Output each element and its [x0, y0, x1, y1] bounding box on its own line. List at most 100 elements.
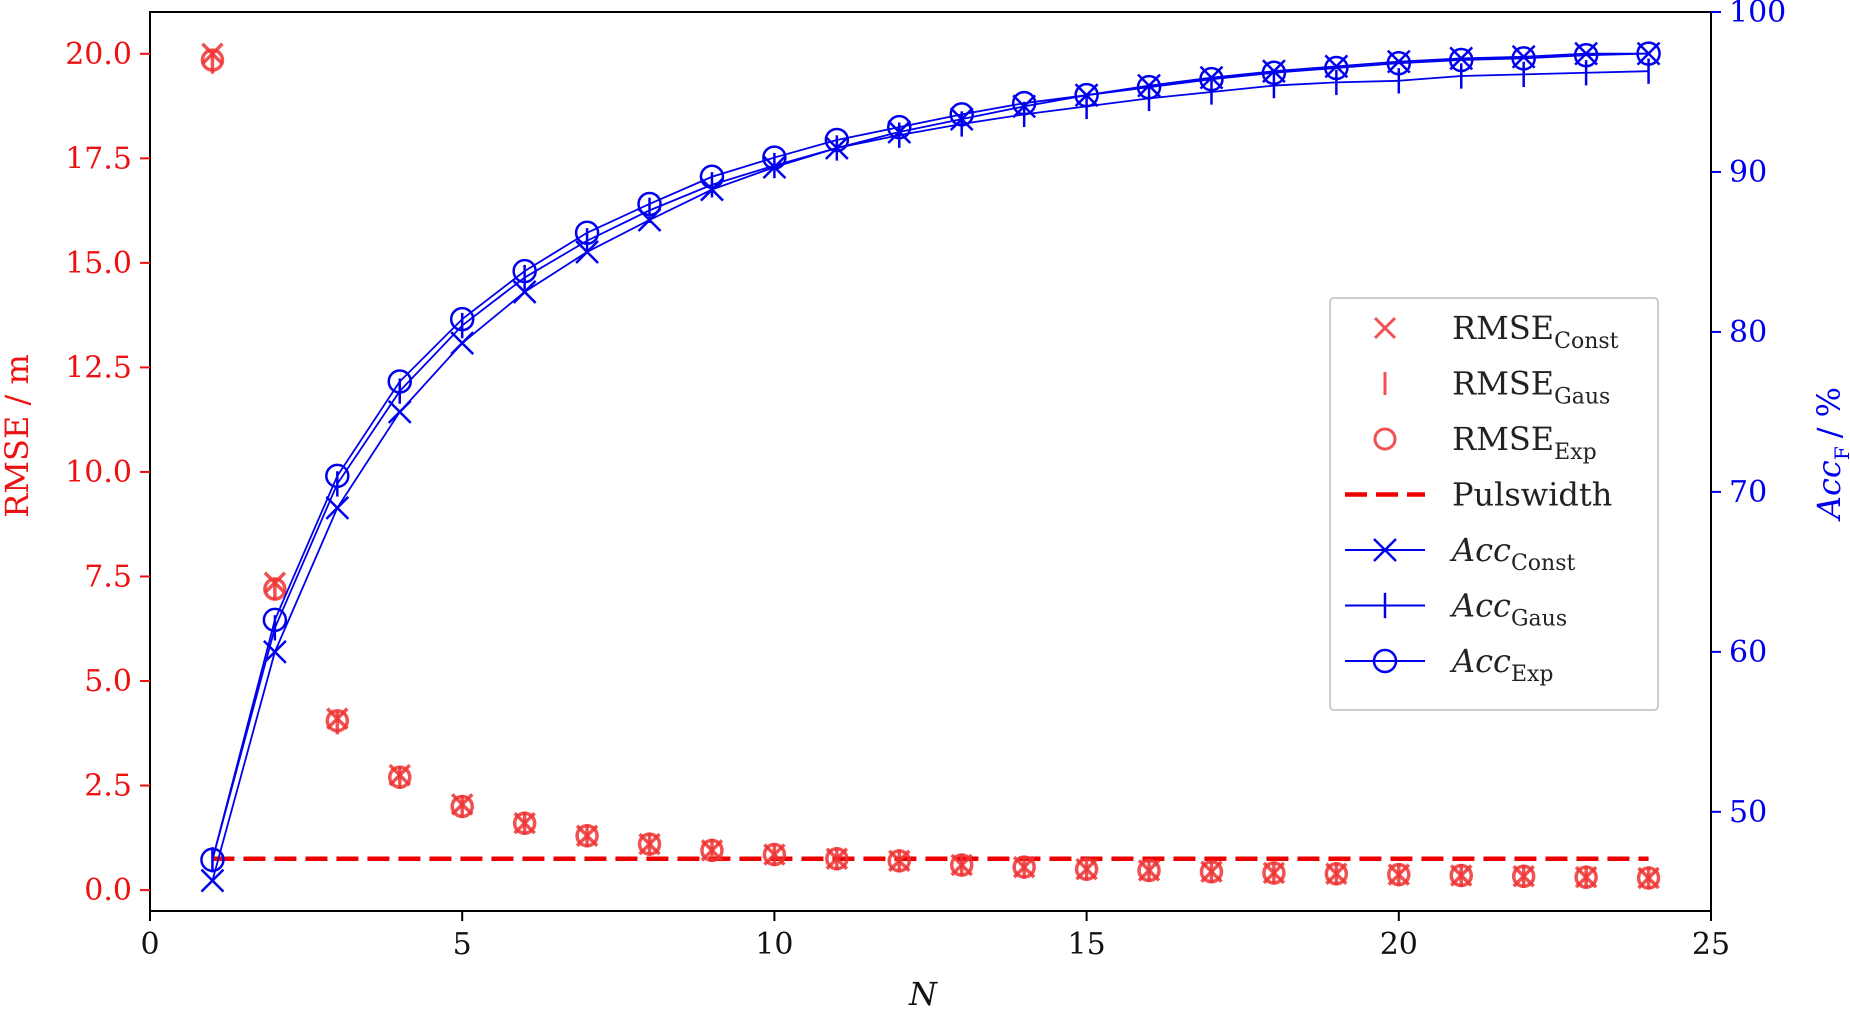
acc-exp-point [1386, 50, 1412, 76]
legend-entry: RMSEGaus [1383, 365, 1610, 410]
y-left-tick-label: 7.5 [84, 559, 132, 594]
legend-label-main: RMSE [1452, 420, 1554, 458]
rmse-exp-point-stroke [512, 811, 537, 835]
y-left-tick-label: 10.0 [65, 455, 132, 490]
acc-exp-point-stroke [1511, 46, 1536, 71]
legend-rmse-exp-symbol [1373, 427, 1397, 451]
rmse-exp-point [1262, 861, 1286, 885]
acc-exp-point [1324, 55, 1349, 81]
y-right-tick-label: 50 [1729, 795, 1767, 830]
legend-entry: AccConst [1345, 531, 1575, 576]
y-right-tick-label: 70 [1729, 475, 1767, 510]
acc-exp-point-stroke [887, 114, 912, 140]
rmse-exp-point-stroke [1511, 864, 1536, 889]
legend-acc-exp-symbol-stroke [1372, 648, 1398, 674]
rmse-exp-point [637, 832, 662, 856]
legend-label: RMSEConst [1452, 309, 1619, 354]
chart-marks [200, 41, 1661, 893]
acc-exp-point [449, 306, 475, 332]
y-left-tick-label: 17.5 [65, 141, 132, 176]
rmse-exp-point-stroke [700, 838, 724, 863]
acc-const-point [450, 331, 475, 356]
acc-exp-point-stroke [762, 145, 787, 170]
legend-label-sub: Const [1511, 551, 1576, 576]
acc-const-point-stroke [450, 331, 475, 356]
acc-exp-point-stroke [1199, 66, 1224, 92]
rmse-exp-point [1574, 865, 1598, 889]
acc-exp-point [1261, 60, 1287, 86]
rmse-exp-point [1074, 857, 1099, 881]
acc-exp-point-stroke [1136, 74, 1162, 100]
rmse-exp-point [1199, 859, 1224, 884]
rmse-exp-point [325, 708, 350, 733]
rmse-exp-point-stroke [949, 853, 974, 877]
x-tick-label: 15 [1068, 927, 1106, 962]
acc-exp-point-stroke [262, 607, 288, 633]
acc-exp-point-stroke [512, 258, 537, 284]
acc-exp-point [1511, 46, 1536, 71]
acc-const-point-stroke [512, 280, 537, 304]
y-axis-right-label-sub: F [1830, 446, 1850, 460]
rmse-exp-point-stroke [575, 823, 599, 848]
legend-label-main: Acc [1449, 587, 1511, 625]
legend-acc-const-symbol-stroke [1373, 538, 1397, 562]
acc-const-point [512, 280, 537, 304]
y-left-tick-label: 5.0 [84, 664, 132, 699]
acc-exp-point [387, 369, 413, 394]
acc-exp-point-stroke [387, 369, 413, 394]
rmse-exp-point-stroke [1137, 858, 1161, 883]
rmse-exp-point-stroke [1199, 859, 1224, 884]
acc-const-point-stroke [262, 639, 287, 664]
acc-exp-point [574, 220, 600, 246]
rmse-exp-point-stroke [1574, 865, 1598, 889]
y-left-tick-label: 12.5 [65, 350, 132, 385]
legend: RMSEConstRMSEGausRMSEExpPulswidthAccCons… [1329, 297, 1659, 711]
acc-exp-point [1011, 90, 1037, 116]
acc-exp-point-stroke [449, 306, 475, 332]
acc-exp-point-stroke [1636, 41, 1661, 66]
legend-label: RMSEGaus [1452, 365, 1610, 410]
y-axis-right-label: AccF / % [1810, 387, 1850, 522]
rmse-exp-point [388, 765, 412, 789]
rmse-exp-point [1387, 862, 1411, 887]
legend-acc-const-symbol [1373, 538, 1397, 562]
rmse-exp-point [1511, 864, 1536, 889]
rmse-exp-point [1449, 863, 1473, 888]
acc-exp-point-stroke [1448, 47, 1474, 73]
acc-exp-point [1448, 47, 1474, 73]
acc-exp-point-stroke [1261, 60, 1287, 86]
legend-entry: AccExp [1345, 642, 1554, 687]
legend-label: RMSEExp [1452, 420, 1597, 465]
legend-rmse-const-symbol-stroke [1373, 316, 1397, 340]
acc-exp-point [1199, 66, 1224, 92]
axis-ticks: 0 5 10 15 20 25 0.0 2.5 5.0 7.5 10.0 12.5 15.0 17.5 20… [65, 0, 1786, 962]
acc-exp-point-stroke [1573, 42, 1599, 68]
rmse-exp-point-stroke [1387, 862, 1411, 887]
acc-exp-point-stroke [699, 164, 725, 190]
x-tick-label: 10 [755, 927, 793, 962]
acc-exp-point [949, 102, 974, 127]
legend-rmse-const-symbol [1373, 316, 1397, 340]
acc-exp-point [325, 463, 350, 489]
rmse-exp-point [512, 811, 537, 835]
rmse-exp-point [450, 794, 474, 819]
rmse-exp-point [1324, 862, 1349, 886]
y-axis-right-label-unit: / % [1810, 387, 1848, 438]
acc-exp-point-stroke [200, 847, 225, 873]
acc-exp-point-stroke [1324, 55, 1349, 81]
acc-exp-point [1074, 82, 1099, 108]
acc-exp-point-stroke [824, 127, 850, 153]
rmse-exp-point-stroke [388, 765, 412, 789]
x-tick-label: 25 [1692, 927, 1730, 962]
legend-entry: AccGaus [1345, 587, 1567, 632]
y-right-tick-label: 100 [1729, 0, 1786, 30]
rmse-exp-point [887, 849, 912, 873]
legend-entry: RMSEConst [1373, 309, 1619, 354]
rmse-exp-point-stroke [887, 849, 912, 873]
acc-exp-point [699, 164, 725, 190]
rmse-exp-point-stroke [637, 832, 662, 856]
rmse-exp-point-stroke [1074, 857, 1099, 881]
acc-exp-point-stroke [574, 220, 600, 246]
acc-const-point [387, 400, 412, 424]
y-right-tick-label: 90 [1729, 155, 1767, 190]
